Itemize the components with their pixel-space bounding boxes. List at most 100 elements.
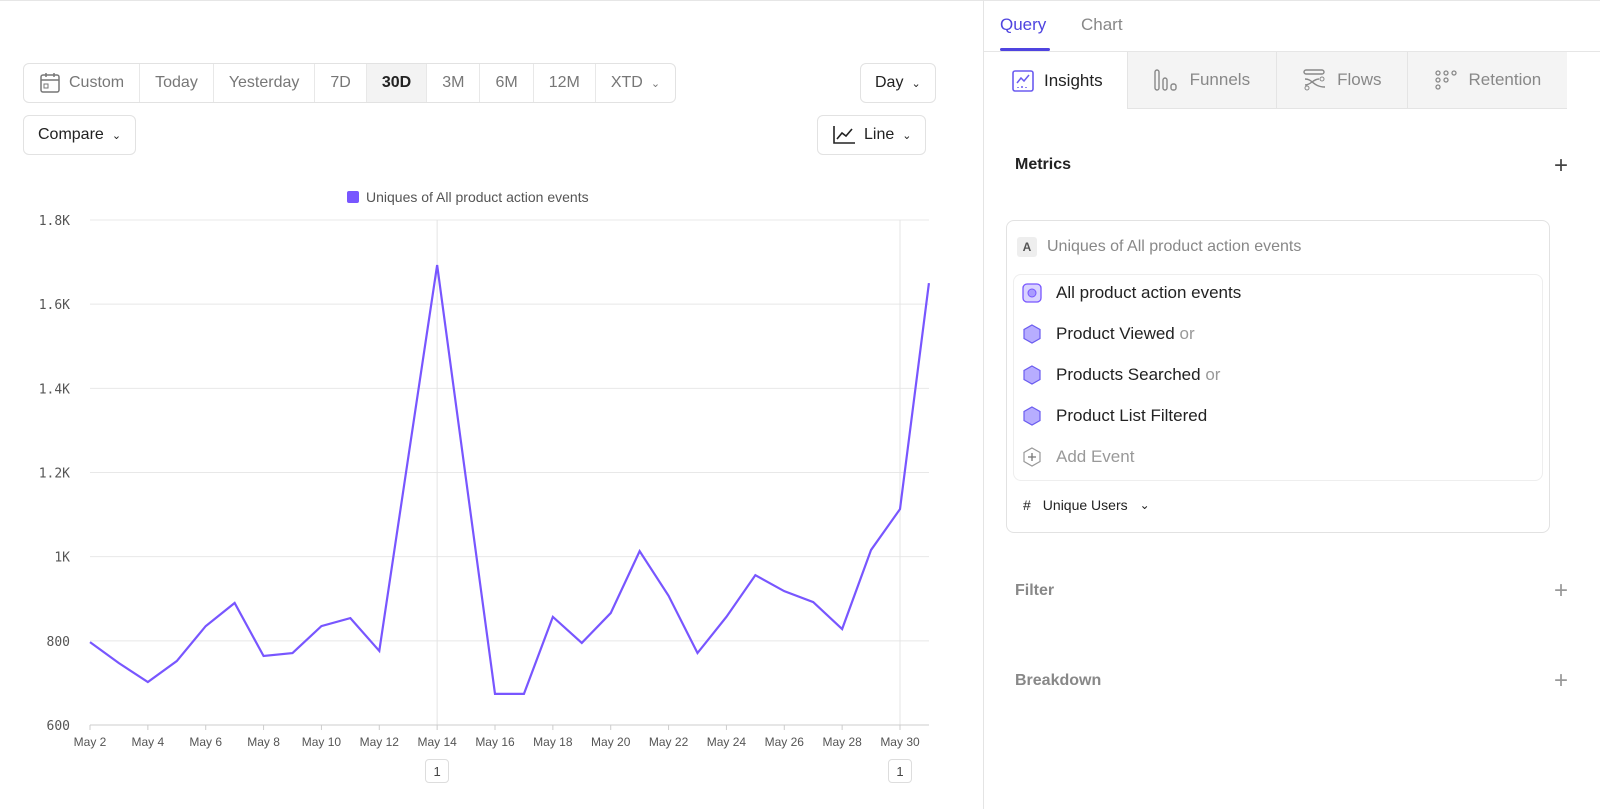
metric-header[interactable]: A Uniques of All product action events xyxy=(1017,237,1301,257)
x-tick-label: May 18 xyxy=(533,735,573,749)
interval-dropdown[interactable]: Day ⌄ xyxy=(860,63,936,103)
date-range-custom[interactable]: Custom xyxy=(24,64,141,102)
date-range-12m[interactable]: 12M xyxy=(534,64,596,102)
event-item[interactable]: Product List Filtered xyxy=(1022,406,1207,426)
measure-label: Unique Users xyxy=(1042,497,1128,513)
y-tick-label: 800 xyxy=(47,635,70,650)
chart-type-dropdown[interactable]: Line ⌄ xyxy=(817,115,927,155)
tab-label: Flows xyxy=(1337,70,1382,89)
metric-letter-badge: A xyxy=(1017,237,1037,257)
x-tick-label: May 4 xyxy=(132,735,165,749)
date-range-30d[interactable]: 30D xyxy=(366,64,428,102)
panel-tabs: Query Chart xyxy=(984,0,1600,52)
filter-label: Filter xyxy=(1015,582,1055,599)
y-tick-label: 600 xyxy=(47,719,70,734)
date-range-6m[interactable]: 6M xyxy=(480,64,534,102)
event-name: Product List Filtered xyxy=(1056,406,1208,425)
metric-card: A Uniques of All product action events A… xyxy=(1006,220,1550,533)
legend-label: Uniques of All product action events xyxy=(366,189,589,205)
x-tick-label: May 24 xyxy=(707,735,747,749)
chart-pane: Custom Today Yesterday 7D 30D 3M 6M 12M XTD ⌄ Day… xyxy=(23,63,936,783)
date-range-7d[interactable]: 7D xyxy=(315,64,367,102)
add-hexagon-icon xyxy=(1023,447,1041,467)
tab-retention[interactable]: Retention xyxy=(1407,52,1568,109)
tab-label: Funnels xyxy=(1189,70,1251,89)
x-tick-label: May 14 xyxy=(417,735,457,749)
y-tick-label: 1.4K xyxy=(39,382,70,397)
tab-chart[interactable]: Chart xyxy=(1081,15,1123,34)
x-tick-label: May 20 xyxy=(591,735,631,749)
event-hexagon-icon xyxy=(1023,406,1041,426)
add-event-label: Add Event xyxy=(1056,447,1135,466)
date-range-3m[interactable]: 3M xyxy=(427,64,481,102)
annotation-marker[interactable]: 1 xyxy=(888,759,912,783)
chart-type-label: Line xyxy=(864,126,895,143)
line-chart-icon xyxy=(833,126,855,144)
y-tick-label: 1.6K xyxy=(39,298,70,313)
x-tick-label: May 22 xyxy=(649,735,689,749)
x-tick-label: May 8 xyxy=(247,735,280,749)
compare-dropdown[interactable]: Compare ⌄ xyxy=(23,115,137,155)
annotation-marker[interactable]: 1 xyxy=(425,759,450,783)
event-list: All product action events Product Viewed… xyxy=(1013,274,1543,481)
date-range-label: Yesterday xyxy=(228,74,300,91)
compare-label: Compare xyxy=(38,126,104,143)
date-range-label: 3M xyxy=(442,74,465,91)
date-range-label: Today xyxy=(155,74,198,91)
top-border xyxy=(0,0,1600,1)
tab-insights[interactable]: Insights xyxy=(984,52,1127,109)
event-name: Product Viewed xyxy=(1056,324,1175,343)
funnels-icon xyxy=(1153,69,1177,91)
tab-label: Retention xyxy=(1468,70,1542,89)
event-item[interactable]: Products Searched or xyxy=(1022,365,1220,385)
y-tick-label: 1.8K xyxy=(39,214,70,229)
active-tab-indicator xyxy=(1000,48,1050,51)
date-range-selector: Custom Today Yesterday 7D 30D 3M 6M 12M XTD ⌄ xyxy=(23,63,677,103)
breakdown-label: Breakdown xyxy=(1015,672,1102,689)
x-tick-label: May 6 xyxy=(189,735,222,749)
x-tick-label: May 10 xyxy=(302,735,342,749)
date-range-label: 6M xyxy=(495,74,518,91)
measure-dropdown[interactable]: # Unique Users ⌄ xyxy=(1023,497,1150,513)
chevron-down-icon: ⌄ xyxy=(911,77,921,90)
date-range-xtd[interactable]: XTD ⌄ xyxy=(596,64,675,102)
metrics-section-header: Metrics xyxy=(1015,156,1570,174)
event-name: All product action events xyxy=(1056,283,1242,302)
add-breakdown-plus-icon[interactable]: + xyxy=(1553,667,1568,694)
date-range-label: 7D xyxy=(330,74,351,91)
interval-label: Day xyxy=(875,74,904,91)
pane-divider[interactable] xyxy=(983,0,984,809)
y-tick-label: 1K xyxy=(54,551,70,566)
add-event-button[interactable]: Add Event xyxy=(1022,447,1134,467)
line-chart: 600 800 1K 1.2K 1.4K 1.6K 1.8K May 2 May 4 May 6 M… xyxy=(39,214,931,749)
breakdown-section-header: Breakdown xyxy=(1015,672,1101,690)
chart-legend[interactable]: Uniques of All product action events xyxy=(347,189,589,205)
event-name: Products Searched xyxy=(1056,365,1201,384)
add-metric-plus-icon[interactable]: + xyxy=(1553,152,1568,179)
event-hexagon-icon xyxy=(1023,324,1041,344)
chevron-down-icon: ⌄ xyxy=(650,77,661,90)
date-range-yesterday[interactable]: Yesterday xyxy=(214,64,316,102)
event-or: or xyxy=(1205,365,1221,384)
date-range-label: Custom xyxy=(69,74,125,91)
event-hexagon-icon xyxy=(1023,365,1041,385)
event-or: or xyxy=(1179,324,1195,343)
add-filter-plus-icon[interactable]: + xyxy=(1553,577,1568,604)
insights-icon xyxy=(1012,69,1034,92)
flows-icon xyxy=(1303,69,1326,91)
event-item[interactable]: Product Viewed or xyxy=(1022,324,1195,344)
calendar-icon xyxy=(40,73,60,93)
tab-flows[interactable]: Flows xyxy=(1276,52,1408,109)
chevron-down-icon: ⌄ xyxy=(111,129,122,142)
x-tick-label: May 12 xyxy=(360,735,400,749)
event-item[interactable]: All product action events xyxy=(1022,283,1241,303)
series-line xyxy=(89,264,931,695)
chevron-down-icon: ⌄ xyxy=(1139,498,1150,512)
metric-title: Uniques of All product action events xyxy=(1047,238,1302,255)
date-range-today[interactable]: Today xyxy=(140,64,214,102)
tab-funnels[interactable]: Funnels xyxy=(1126,52,1277,109)
report-type-tabs: Insights Funnels Flows Retention xyxy=(984,52,1600,109)
y-tick-label: 1.2K xyxy=(39,467,70,482)
x-tick-label: May 30 xyxy=(880,735,920,749)
tab-query[interactable]: Query xyxy=(1000,15,1047,34)
